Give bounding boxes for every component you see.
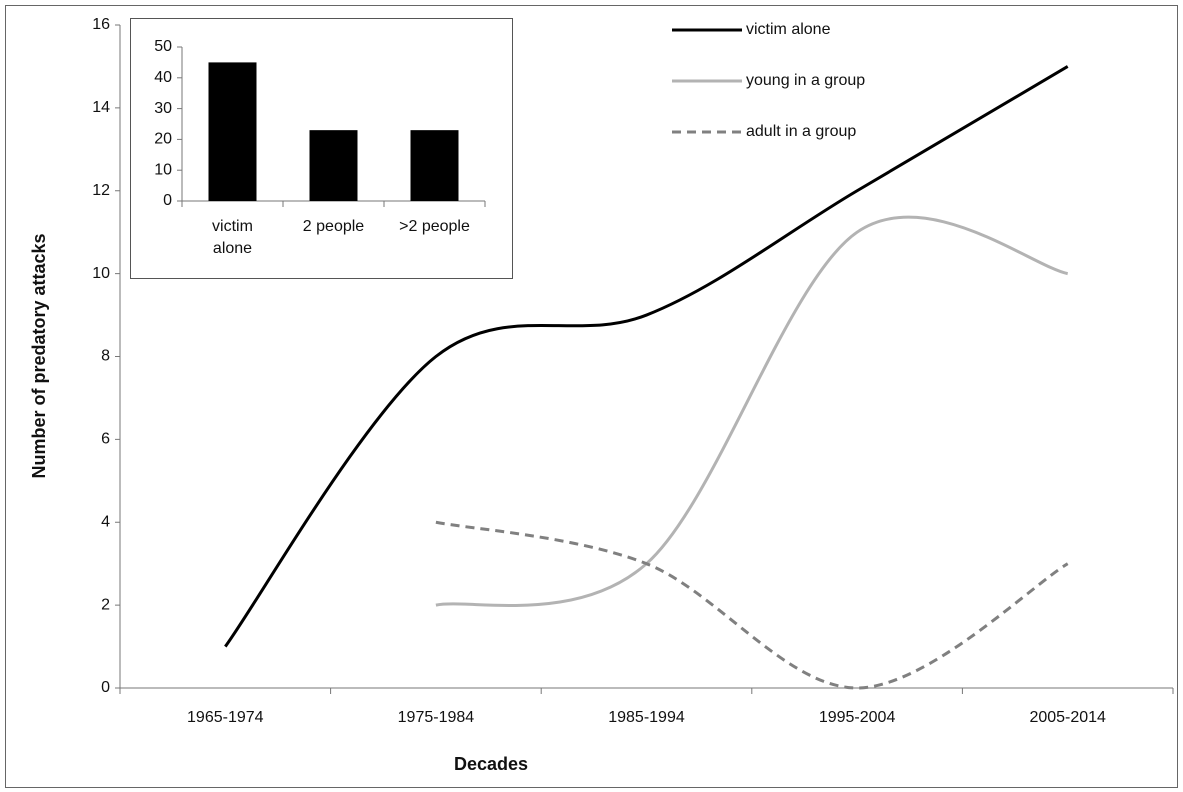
x-tick-label: >2 people bbox=[399, 218, 470, 235]
legend-label: victim alone bbox=[746, 21, 831, 38]
x-tick-label: 1995-2004 bbox=[819, 709, 896, 726]
x-tick-label: victim alone bbox=[212, 218, 253, 257]
x-axis-label: Decades bbox=[454, 754, 528, 774]
y-tick-label: 10 bbox=[92, 265, 110, 282]
series-line bbox=[435, 520, 1069, 690]
legend-label: young in a group bbox=[746, 72, 865, 89]
y-tick-label: 14 bbox=[92, 99, 110, 116]
x-tick-label: 2 people bbox=[303, 218, 364, 235]
y-tick-label: 4 bbox=[101, 513, 110, 530]
y-tick-label: 2 bbox=[101, 596, 110, 613]
y-tick-label: 0 bbox=[101, 679, 110, 696]
series-line bbox=[224, 65, 1069, 648]
x-tick-label: 2005-2014 bbox=[1029, 709, 1106, 726]
y-axis-label: Number of predatory attacks bbox=[29, 233, 49, 478]
y-tick-label: 50 bbox=[154, 38, 172, 55]
x-tick-label: 1975-1984 bbox=[398, 709, 475, 726]
y-tick-label: 40 bbox=[154, 69, 172, 86]
y-tick-label: 20 bbox=[154, 131, 172, 148]
y-tick-label: 0 bbox=[163, 192, 172, 209]
bar bbox=[410, 130, 459, 201]
bar bbox=[309, 130, 358, 201]
y-tick-label: 10 bbox=[154, 161, 172, 178]
legend-label: adult in a group bbox=[746, 123, 856, 140]
series-line bbox=[435, 215, 1069, 607]
bar bbox=[208, 62, 257, 202]
y-tick-label: 30 bbox=[154, 100, 172, 117]
x-tick-label: 1965-1974 bbox=[187, 709, 264, 726]
y-tick-label: 12 bbox=[92, 182, 110, 199]
y-tick-label: 16 bbox=[92, 16, 110, 33]
y-tick-label: 8 bbox=[101, 348, 110, 365]
y-tick-label: 6 bbox=[101, 431, 110, 448]
x-tick-label: 1985-1994 bbox=[608, 709, 685, 726]
